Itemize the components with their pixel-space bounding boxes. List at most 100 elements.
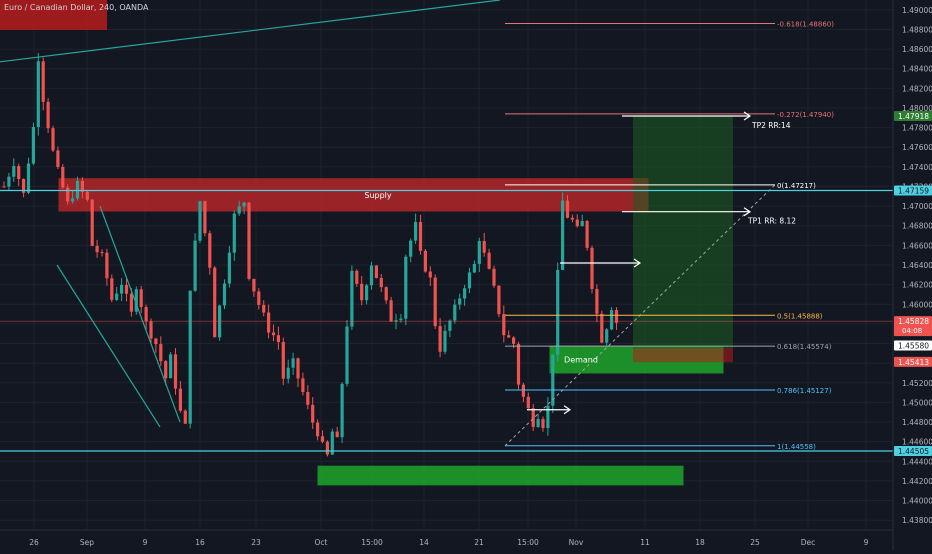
candle-body	[120, 284, 124, 294]
x-tick-label: 18	[695, 538, 705, 547]
candle-body	[600, 313, 604, 343]
candle-body	[512, 337, 516, 344]
price-badge-sublabel: 04:08	[902, 327, 922, 335]
candle-body	[614, 310, 619, 323]
candle-body	[320, 436, 325, 442]
candle-body	[551, 354, 555, 406]
candle-body	[80, 180, 84, 192]
candles	[2, 53, 619, 457]
candle-body	[198, 201, 202, 241]
candle-body	[159, 344, 163, 362]
fib-level-label: 0(1.47217)	[777, 182, 816, 190]
candle-body	[169, 354, 173, 379]
candle-body	[590, 247, 594, 289]
candle-body	[115, 293, 119, 300]
candle-body	[208, 233, 212, 268]
candle-body	[95, 245, 99, 253]
candle-body	[477, 241, 481, 264]
x-tick-label: Oct	[315, 538, 328, 547]
y-tick-label: 1.46400	[902, 261, 932, 270]
candle-body	[565, 200, 570, 218]
y-tick-label: 1.49000	[902, 6, 932, 15]
candle-body	[521, 384, 525, 397]
candle-body	[384, 287, 388, 301]
price-badge-label: 1.44505	[898, 447, 929, 456]
x-tick-label: 14	[419, 538, 429, 547]
candle-body	[605, 329, 609, 343]
y-tick-label: 1.48600	[902, 45, 932, 54]
candle-body	[428, 271, 432, 278]
candle-body	[516, 343, 521, 385]
annotation-label: TP2 RR:14	[751, 121, 791, 130]
candle-body	[262, 304, 266, 313]
candle-body	[213, 267, 217, 338]
candle-body	[418, 221, 423, 251]
candle-body	[178, 388, 182, 411]
candle-body	[335, 431, 339, 438]
candle-body	[365, 285, 369, 301]
candle-body	[36, 61, 40, 127]
candle-body	[301, 378, 305, 393]
candle-body	[311, 404, 315, 423]
trend-line-channel-high	[99, 205, 181, 423]
candle-body	[12, 166, 16, 177]
candle-body	[409, 240, 413, 257]
candle-body	[124, 284, 129, 294]
candle-body	[570, 217, 574, 220]
candle-body	[507, 335, 511, 338]
candle-body	[482, 241, 486, 253]
candle-body	[237, 206, 241, 214]
x-tick-label: 9	[143, 538, 148, 547]
candle-body	[110, 278, 114, 300]
candle-body	[350, 270, 354, 327]
drawings	[0, 0, 893, 452]
candle-body	[541, 419, 545, 429]
annotation-labels: Supply Demand -0.618(1.48860) -0.272(1.4794…	[364, 21, 834, 451]
time-axis[interactable]: 26 Sep 9 16 23 Oct 15:00 14 21 15:00 Nov 11 18 25 Dec 9	[0, 529, 893, 547]
candle-body	[472, 263, 476, 273]
x-tick-label: 21	[474, 538, 484, 547]
x-tick-label: 25	[750, 538, 760, 547]
candle-body	[340, 383, 344, 438]
candle-body	[66, 187, 70, 202]
candle-body	[306, 392, 310, 405]
fib-level-label: 0.786(1.45127)	[777, 387, 832, 395]
candle-body	[404, 256, 408, 319]
x-tick-label: Nov	[569, 538, 584, 547]
candle-body	[374, 265, 378, 278]
y-tick-label: 1.48000	[902, 104, 932, 113]
candle-body	[438, 326, 442, 352]
candle-body	[316, 422, 320, 437]
candle-body	[154, 338, 158, 345]
x-tick-label: 11	[640, 538, 650, 547]
y-tick-label: 1.44400	[902, 457, 932, 466]
candle-body	[595, 288, 599, 314]
title-highlight	[0, 0, 107, 30]
y-tick-label: 1.44800	[902, 418, 932, 427]
x-tick-label: 15:00	[517, 538, 539, 547]
y-tick-label: 1.45200	[902, 379, 932, 388]
candle-body	[85, 191, 89, 200]
y-tick-label: 1.44000	[902, 497, 932, 506]
candle-body	[345, 326, 349, 384]
candle-body	[453, 304, 457, 321]
price-badge-label: 1.45828	[898, 317, 929, 326]
candle-body	[173, 354, 178, 389]
candle-body	[144, 307, 148, 322]
price-axis[interactable]: 1.49000 1.48800 1.48600 1.48400 1.48200 1.480…	[892, 0, 932, 550]
candle-body	[610, 310, 614, 330]
price-badge	[894, 356, 932, 367]
candle-body	[369, 265, 374, 286]
zone-label: Demand	[564, 356, 598, 365]
candle-body	[134, 289, 138, 312]
y-tick-label: 1.48400	[902, 65, 932, 74]
candle-body	[360, 283, 364, 301]
candle-body	[61, 166, 65, 188]
y-tick-label: 1.47400	[902, 163, 932, 172]
price-badge-label: 1.45580	[898, 341, 929, 350]
trend-line-upper	[0, 0, 501, 63]
x-tick-label: 26	[29, 538, 39, 547]
y-tick-label: 1.44600	[902, 438, 932, 447]
